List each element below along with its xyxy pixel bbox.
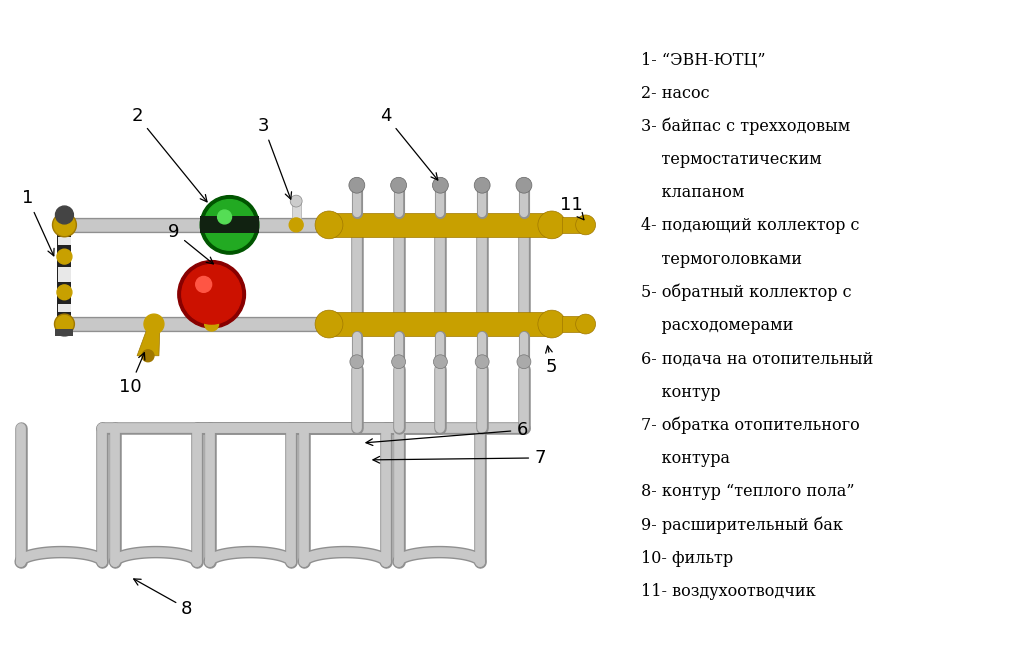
Text: 6- подача на отопительный: 6- подача на отопительный: [641, 351, 873, 367]
Text: 11- воздухоотводчик: 11- воздухоотводчик: [641, 583, 816, 600]
Text: 10- фильтр: 10- фильтр: [641, 550, 733, 567]
Text: 2: 2: [131, 107, 207, 202]
Text: 8: 8: [134, 579, 193, 617]
Text: контур: контур: [641, 384, 721, 401]
Text: термоголовками: термоголовками: [641, 250, 802, 268]
Circle shape: [182, 264, 242, 324]
Bar: [55, 329, 74, 336]
Bar: [58, 237, 71, 244]
Bar: [57, 215, 72, 334]
Circle shape: [517, 355, 530, 368]
Circle shape: [201, 196, 259, 254]
Text: 3- байпас с трехходовым: 3- байпас с трехходовым: [641, 118, 851, 135]
Text: 7: 7: [373, 449, 546, 467]
Bar: [292, 201, 301, 225]
Circle shape: [575, 314, 596, 334]
Circle shape: [196, 277, 212, 293]
Bar: [58, 266, 71, 283]
Circle shape: [205, 317, 218, 331]
Circle shape: [144, 314, 164, 334]
Text: контура: контура: [641, 450, 730, 467]
Circle shape: [204, 200, 255, 250]
Circle shape: [55, 206, 74, 224]
Bar: [200, 216, 259, 233]
Bar: [562, 316, 584, 332]
Circle shape: [349, 177, 365, 193]
Text: 9: 9: [168, 223, 213, 264]
Circle shape: [218, 210, 231, 224]
Text: 6: 6: [366, 421, 527, 445]
Text: 1- “ЭВН-ЮТЦ”: 1- “ЭВН-ЮТЦ”: [641, 51, 766, 69]
Text: 8- контур “теплого пола”: 8- контур “теплого пола”: [641, 483, 855, 500]
Text: 3: 3: [258, 117, 292, 199]
Circle shape: [315, 211, 343, 239]
Circle shape: [290, 195, 302, 207]
Circle shape: [52, 213, 77, 237]
Bar: [324, 213, 557, 237]
Circle shape: [474, 177, 490, 193]
Polygon shape: [137, 326, 160, 356]
Circle shape: [178, 260, 246, 328]
Circle shape: [315, 310, 343, 338]
Text: 10: 10: [119, 353, 144, 395]
Circle shape: [475, 355, 489, 368]
Text: расходомерами: расходомерами: [641, 317, 794, 334]
Bar: [562, 217, 584, 233]
Circle shape: [432, 177, 449, 193]
Text: 4: 4: [380, 107, 438, 180]
Circle shape: [54, 314, 75, 334]
Circle shape: [142, 350, 154, 362]
Text: клапаном: клапаном: [641, 185, 744, 201]
Text: 1: 1: [22, 189, 54, 256]
Circle shape: [391, 177, 407, 193]
Circle shape: [57, 249, 72, 264]
Circle shape: [538, 310, 565, 338]
Text: 4- подающий коллектор с: 4- подающий коллектор с: [641, 217, 860, 235]
Circle shape: [516, 177, 531, 193]
Bar: [324, 312, 557, 336]
Circle shape: [57, 285, 72, 300]
Text: 11: 11: [560, 196, 584, 219]
Text: 5- обратный коллектор с: 5- обратный коллектор с: [641, 284, 852, 301]
Circle shape: [350, 355, 364, 368]
Text: 5: 5: [546, 346, 557, 376]
Text: 9- расширительный бак: 9- расширительный бак: [641, 517, 844, 534]
Bar: [58, 304, 71, 312]
Text: термостатическим: термостатическим: [641, 151, 822, 168]
Text: 2- насос: 2- насос: [641, 84, 710, 101]
Text: 7- обратка отопительного: 7- обратка отопительного: [641, 416, 860, 434]
Circle shape: [575, 215, 596, 235]
Circle shape: [433, 355, 447, 368]
Circle shape: [391, 355, 406, 368]
Circle shape: [289, 218, 303, 232]
Circle shape: [538, 211, 565, 239]
